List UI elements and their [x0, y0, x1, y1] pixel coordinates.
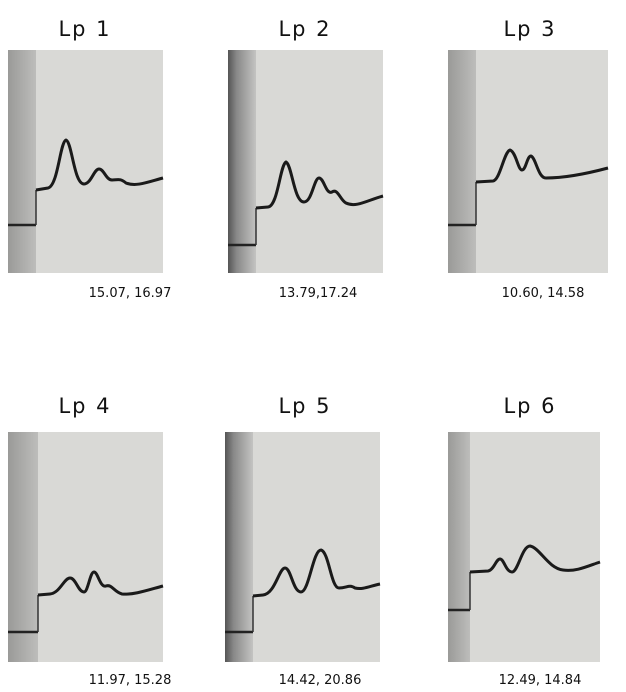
sedimentation-curve	[35, 138, 164, 192]
reference-strip	[8, 50, 36, 273]
panel-caption: 10.60, 14.58	[502, 286, 585, 301]
panel-caption: 12.49, 14.84	[499, 673, 582, 688]
panel	[225, 432, 381, 662]
sedimentation-curve	[252, 548, 381, 598]
reference-strip	[448, 432, 470, 662]
panel-caption: 13.79,17.24	[279, 286, 358, 301]
reference-strip	[448, 50, 476, 273]
sedimentation-curve	[469, 544, 601, 574]
panel	[8, 432, 164, 662]
panel-caption: 11.97, 15.28	[89, 673, 172, 688]
panel-title: Lp 2	[278, 17, 331, 41]
panel-title: Lp 5	[278, 394, 331, 418]
panel-background	[448, 432, 600, 662]
sedimentation-curve	[475, 148, 609, 184]
reference-strip	[225, 432, 253, 662]
panel	[228, 50, 384, 273]
panel-title: Lp 6	[503, 394, 556, 418]
panel	[8, 50, 164, 273]
panel	[448, 432, 601, 662]
panel-title: Lp 3	[503, 17, 556, 41]
sedimentation-curve	[255, 160, 384, 210]
panel-title: Lp 1	[58, 17, 111, 41]
panel-caption: 14.42, 20.86	[279, 673, 362, 688]
panel-caption: 15.07, 16.97	[89, 286, 172, 301]
panel	[448, 50, 609, 273]
reference-strip	[8, 432, 38, 662]
sedimentation-curve	[37, 570, 164, 597]
reference-strip	[228, 50, 256, 273]
panel-title: Lp 4	[58, 394, 111, 418]
